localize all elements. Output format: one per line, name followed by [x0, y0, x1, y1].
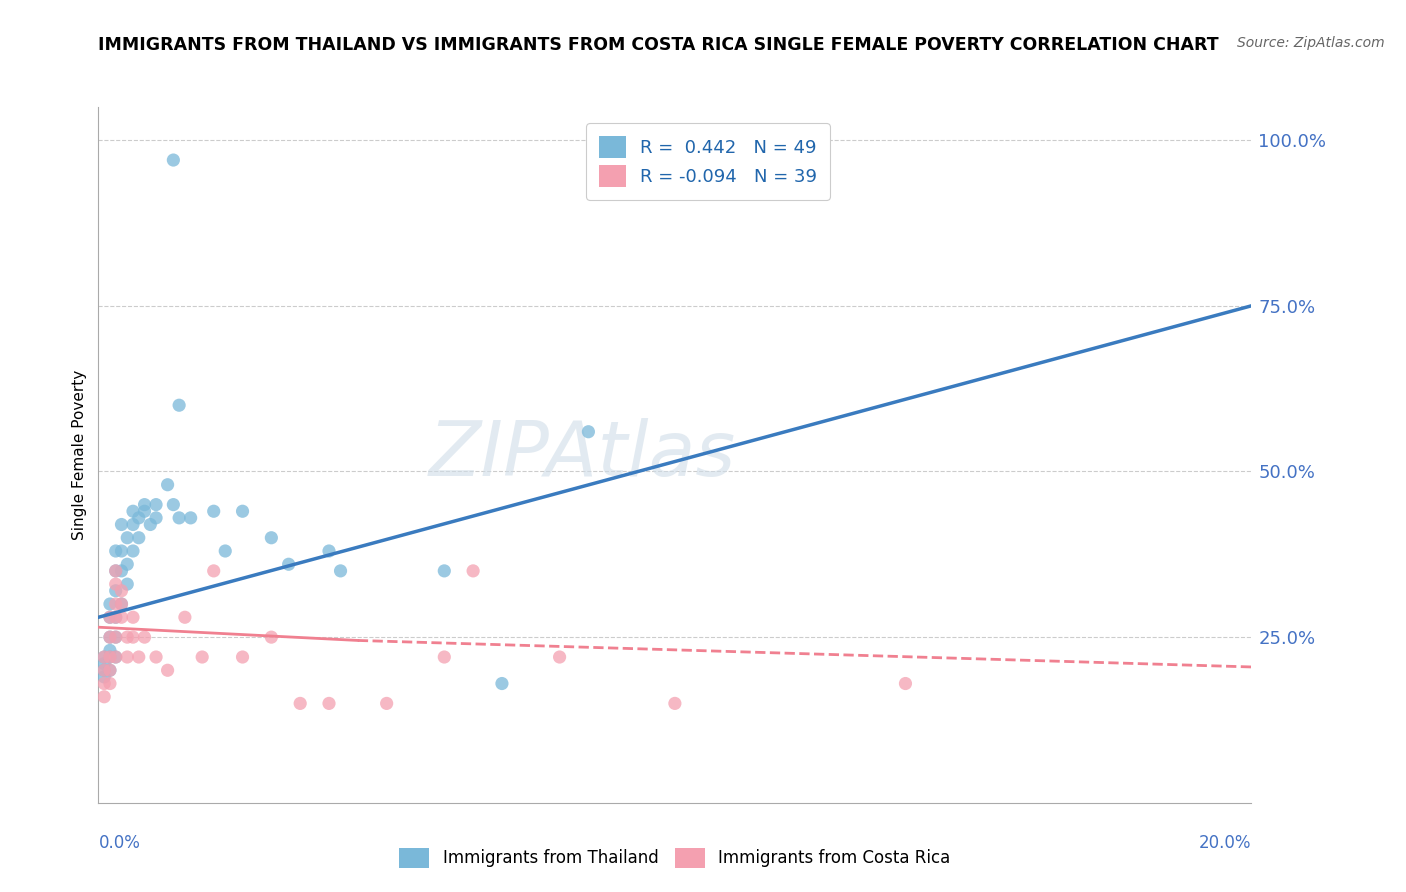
Point	[104, 564, 127, 578]
Point	[104, 597, 127, 611]
Point	[117, 558, 139, 572]
Point	[145, 650, 167, 665]
Point	[318, 544, 340, 558]
Point	[260, 630, 283, 644]
Point	[156, 663, 179, 677]
Point	[167, 511, 190, 525]
Point	[104, 577, 127, 591]
Point	[277, 558, 299, 572]
Point	[375, 697, 398, 711]
Point	[93, 650, 115, 665]
Point	[93, 663, 115, 677]
Point	[122, 504, 145, 518]
Point	[162, 498, 184, 512]
Point	[491, 676, 513, 690]
Point	[139, 517, 162, 532]
Point	[122, 610, 145, 624]
Point	[104, 610, 127, 624]
Point	[104, 610, 127, 624]
Point	[122, 630, 145, 644]
Point	[98, 650, 121, 665]
Point	[93, 690, 115, 704]
Point	[110, 597, 132, 611]
Point	[548, 650, 571, 665]
Point	[180, 511, 202, 525]
Point	[202, 504, 225, 518]
Point	[156, 477, 179, 491]
Point	[98, 663, 121, 677]
Point	[98, 643, 121, 657]
Point	[664, 697, 686, 711]
Point	[98, 597, 121, 611]
Point	[134, 498, 156, 512]
Point	[104, 630, 127, 644]
Point	[134, 630, 156, 644]
Point	[231, 650, 254, 665]
Point	[117, 650, 139, 665]
Point	[231, 504, 254, 518]
Point	[128, 531, 150, 545]
Text: IMMIGRANTS FROM THAILAND VS IMMIGRANTS FROM COSTA RICA SINGLE FEMALE POVERTY COR: IMMIGRANTS FROM THAILAND VS IMMIGRANTS F…	[98, 36, 1219, 54]
Point	[318, 697, 340, 711]
Point	[117, 531, 139, 545]
Point	[110, 544, 132, 558]
Point	[578, 425, 600, 439]
Point	[117, 630, 139, 644]
Point	[98, 676, 121, 690]
Point	[329, 564, 352, 578]
Point	[290, 697, 312, 711]
Point	[98, 663, 121, 677]
Point	[104, 650, 127, 665]
Point	[104, 564, 127, 578]
Point	[433, 650, 456, 665]
Point	[98, 630, 121, 644]
Y-axis label: Single Female Poverty: Single Female Poverty	[72, 370, 87, 540]
Point	[134, 504, 156, 518]
Point	[93, 676, 115, 690]
Point	[104, 650, 127, 665]
Point	[104, 630, 127, 644]
Text: ZIPAtlas: ZIPAtlas	[429, 418, 737, 491]
Point	[128, 511, 150, 525]
Point	[98, 610, 121, 624]
Point	[145, 511, 167, 525]
Point	[104, 544, 127, 558]
Point	[260, 531, 283, 545]
Point	[93, 663, 115, 677]
Point	[174, 610, 197, 624]
Point	[93, 670, 115, 684]
Point	[162, 153, 184, 167]
Text: Source: ZipAtlas.com: Source: ZipAtlas.com	[1237, 36, 1385, 50]
Point	[98, 630, 121, 644]
Point	[98, 610, 121, 624]
Point	[214, 544, 236, 558]
Point	[104, 583, 127, 598]
Point	[110, 517, 132, 532]
Point	[110, 564, 132, 578]
Point	[202, 564, 225, 578]
Point	[167, 398, 190, 412]
Legend: R =  0.442   N = 49, R = -0.094   N = 39: R = 0.442 N = 49, R = -0.094 N = 39	[586, 123, 830, 200]
Point	[461, 564, 484, 578]
Point	[894, 676, 917, 690]
Text: 0.0%: 0.0%	[98, 834, 141, 852]
Point	[191, 650, 214, 665]
Point	[93, 657, 115, 671]
Text: 20.0%: 20.0%	[1199, 834, 1251, 852]
Point	[110, 610, 132, 624]
Legend: Immigrants from Thailand, Immigrants from Costa Rica: Immigrants from Thailand, Immigrants fro…	[392, 841, 957, 875]
Point	[433, 564, 456, 578]
Point	[93, 650, 115, 665]
Point	[128, 650, 150, 665]
Point	[122, 544, 145, 558]
Point	[98, 650, 121, 665]
Point	[145, 498, 167, 512]
Point	[110, 597, 132, 611]
Point	[110, 583, 132, 598]
Point	[122, 517, 145, 532]
Point	[117, 577, 139, 591]
